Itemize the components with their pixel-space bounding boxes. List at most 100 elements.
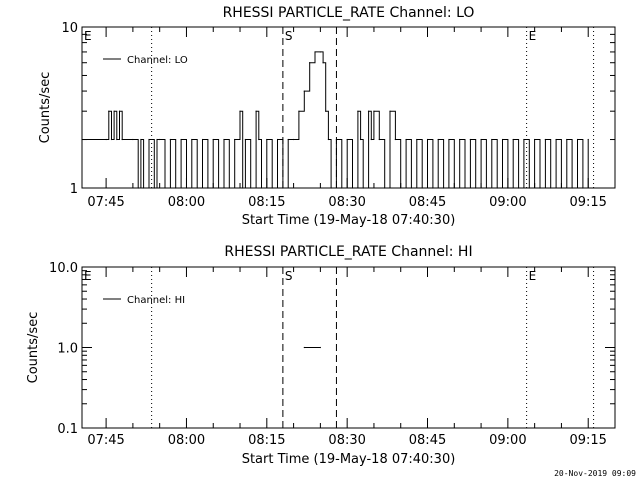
data-point — [250, 187, 252, 189]
x-tick-label: 07:45 — [87, 433, 124, 448]
data-point — [191, 138, 193, 141]
data-point — [357, 110, 359, 112]
data-point — [405, 138, 407, 141]
y-tick-label: 0.1 — [57, 422, 78, 437]
data-point — [448, 138, 450, 141]
x-tick-label: 08:45 — [409, 195, 446, 210]
data-point — [341, 187, 343, 189]
data-point — [116, 138, 118, 141]
series-channel-hi — [303, 346, 321, 349]
data-point — [512, 138, 514, 141]
data-point — [153, 187, 155, 189]
data-point — [319, 346, 321, 349]
x-tick-label: 09:00 — [489, 195, 526, 210]
data-point — [266, 138, 268, 141]
data-point — [501, 138, 504, 141]
data-point — [175, 187, 177, 189]
data-point — [367, 110, 370, 112]
data-point — [137, 187, 139, 189]
y-tick-label: 1.0 — [57, 342, 78, 357]
data-point — [298, 110, 300, 112]
data-point — [287, 138, 289, 141]
generation-timestamp: 20-Nov-2019 09:09 — [554, 469, 636, 478]
data-point — [118, 110, 121, 112]
data-point — [325, 110, 327, 112]
data-point — [389, 110, 391, 112]
data-point — [121, 138, 123, 141]
data-point — [485, 187, 488, 189]
y-tick-label: 10 — [61, 21, 78, 36]
data-point — [234, 138, 236, 141]
data-point — [327, 138, 330, 141]
data-point — [421, 187, 423, 189]
data-point — [228, 187, 230, 189]
data-point — [400, 187, 402, 189]
data-point — [459, 138, 461, 141]
x-axis-label: Start Time (19-May-18 07:40:30) — [242, 213, 456, 228]
data-point — [258, 138, 260, 141]
data-point — [185, 187, 188, 189]
data-point — [576, 138, 579, 141]
data-point — [346, 138, 348, 141]
data-point — [480, 138, 482, 141]
x-tick-label: 09:00 — [489, 433, 526, 448]
y-tick-label: 1 — [70, 182, 78, 197]
data-point — [143, 187, 145, 189]
event-marker-s: S — [285, 269, 293, 283]
data-point — [319, 51, 321, 53]
data-point — [394, 138, 396, 141]
data-point — [475, 187, 477, 189]
data-point — [255, 110, 257, 112]
x-tick-label: 08:00 — [168, 195, 205, 210]
data-point — [555, 138, 557, 141]
data-point — [239, 110, 241, 112]
x-tick-label: 08:30 — [328, 433, 365, 448]
data-point — [180, 138, 182, 141]
data-point — [81, 138, 83, 141]
legend-label: Channel: HI — [127, 295, 185, 306]
data-point — [582, 187, 584, 189]
data-point — [432, 187, 434, 189]
x-axis-label: Start Time (19-May-18 07:40:30) — [242, 452, 456, 467]
data-point — [426, 138, 429, 141]
data-point — [148, 138, 150, 141]
chart-title: RHESSI PARTICLE_RATE Channel: HI — [224, 244, 472, 260]
data-point — [156, 138, 158, 141]
data-point — [244, 138, 246, 141]
data-point — [442, 187, 445, 189]
data-point — [464, 187, 466, 189]
data-point — [534, 138, 536, 141]
series-line — [82, 51, 589, 189]
data-point — [260, 187, 263, 189]
data-point — [164, 187, 166, 189]
data-point — [416, 138, 418, 141]
data-point — [507, 187, 509, 189]
data-point — [517, 187, 520, 189]
data-point — [196, 187, 198, 189]
x-tick-label: 07:45 — [87, 195, 124, 210]
data-point — [132, 138, 134, 141]
event-marker-e: E — [84, 269, 92, 283]
x-tick-label: 08:30 — [328, 195, 365, 210]
data-point — [560, 187, 563, 189]
data-point — [223, 138, 225, 141]
data-point — [550, 187, 552, 189]
data-point — [539, 187, 541, 189]
x-tick-label: 08:15 — [248, 433, 285, 448]
data-point — [378, 138, 380, 141]
data-point — [528, 187, 530, 189]
data-point — [453, 187, 455, 189]
plot-frame — [81, 266, 616, 429]
data-point — [587, 138, 589, 141]
data-point — [566, 138, 568, 141]
data-point — [410, 187, 413, 189]
data-point — [437, 138, 439, 141]
chart-title: RHESSI PARTICLE_RATE Channel: LO — [223, 5, 475, 21]
data-point — [373, 110, 375, 112]
x-tick-label: 08:15 — [248, 195, 285, 210]
data-point — [303, 346, 305, 349]
data-point — [207, 187, 209, 189]
x-tick-label: 09:15 — [569, 195, 606, 210]
x-tick-label: 09:15 — [569, 433, 606, 448]
